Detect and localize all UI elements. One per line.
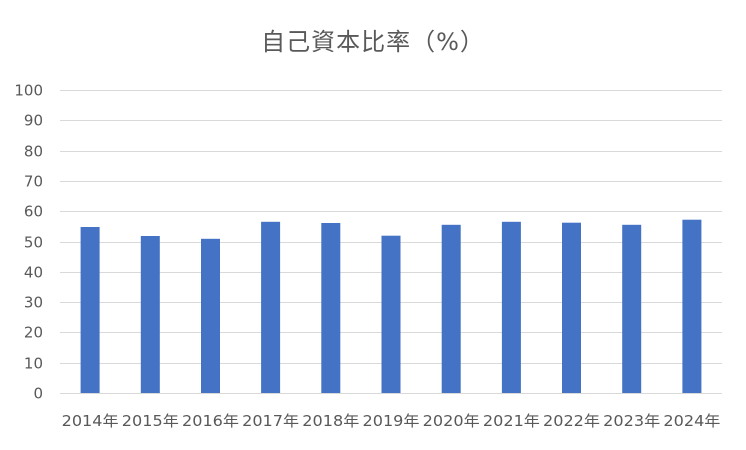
y-tick-label: 30: [24, 294, 43, 312]
bar: [562, 222, 581, 393]
x-category-label: 2014年: [62, 412, 119, 430]
chart-title: 自己資本比率（%）: [261, 28, 485, 56]
bar: [140, 236, 160, 393]
bar: [80, 227, 100, 393]
bar: [501, 221, 521, 393]
x-category-label: 2024年: [663, 412, 720, 430]
bar: [201, 238, 220, 393]
y-tick-label: 20: [24, 324, 43, 342]
y-tick-label: 100: [14, 82, 43, 100]
bar: [622, 224, 642, 393]
bar: [682, 219, 702, 393]
y-tick-label: 80: [24, 143, 43, 161]
y-tick-label: 10: [24, 355, 43, 373]
x-category-label: 2016年: [182, 412, 239, 430]
bar: [381, 235, 401, 393]
x-axis-category-labels: 2014年 2015年 2016年 2017年 2018年 2019年 2020年 2021年…: [62, 412, 721, 430]
y-tick-label: 40: [24, 264, 43, 282]
y-tick-label: 50: [24, 234, 43, 252]
x-category-label: 2020年: [423, 412, 480, 430]
y-tick-label: 60: [24, 203, 43, 221]
y-tick-label: 0: [33, 385, 43, 403]
x-category-label: 2015年: [122, 412, 179, 430]
x-category-label: 2022年: [543, 412, 600, 430]
y-tick-label: 90: [24, 112, 43, 130]
y-axis-tick-labels: 0 10 20 30 40 50 60 70 80 90 100: [14, 82, 43, 403]
x-category-label: 2021年: [483, 412, 540, 430]
y-tick-label: 70: [24, 173, 43, 191]
x-category-label: 2019年: [363, 412, 420, 430]
bars: [80, 219, 702, 393]
bar: [321, 223, 341, 393]
x-category-label: 2018年: [302, 412, 359, 430]
x-category-label: 2023年: [603, 412, 660, 430]
x-category-label: 2017年: [242, 412, 299, 430]
bar: [261, 221, 281, 393]
bar: [441, 224, 461, 393]
